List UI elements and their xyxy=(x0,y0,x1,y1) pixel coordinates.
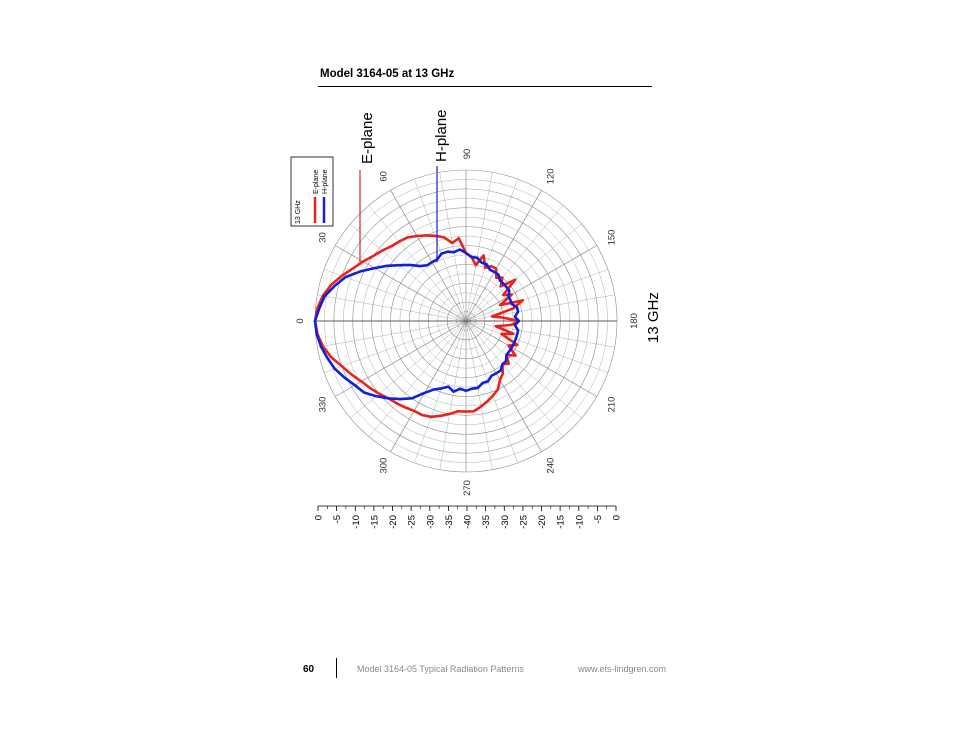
grid-spoke xyxy=(465,320,542,452)
grid-spoke xyxy=(414,179,467,322)
frequency-label: 13 GHz xyxy=(645,292,662,343)
angle-label: 270 xyxy=(462,480,473,496)
angle-label: 150 xyxy=(607,230,618,246)
legend-entry-h-plane: H-plane xyxy=(322,169,329,194)
scale-label: 0 xyxy=(314,515,325,520)
grid-spoke xyxy=(465,179,518,322)
callout-h-plane-label: H-plane xyxy=(433,109,450,162)
grid-spoke xyxy=(465,190,542,322)
grid-spoke xyxy=(368,205,467,322)
grid-spoke xyxy=(390,320,467,452)
grid-spoke xyxy=(390,190,467,322)
scale-label: -35 xyxy=(444,515,455,529)
grid-spoke xyxy=(317,294,467,322)
grid-spoke xyxy=(439,320,467,470)
angle-label: 330 xyxy=(317,397,328,413)
scale-label: -25 xyxy=(518,515,529,529)
polar-grid xyxy=(314,169,618,473)
legend-entry-e-plane: E-plane xyxy=(313,170,320,194)
angle-label: 120 xyxy=(546,168,557,184)
data-series xyxy=(313,234,525,419)
angle-label: 0 xyxy=(295,318,306,323)
grid-spoke xyxy=(465,320,518,463)
scale-label: -20 xyxy=(537,515,548,529)
grid-spoke xyxy=(439,172,467,322)
footer: 60 Model 3164-05 Typical Radiation Patte… xyxy=(0,658,954,682)
grid-spoke xyxy=(465,320,582,419)
grid-spoke xyxy=(335,320,467,397)
scale-label: -30 xyxy=(425,515,436,529)
grid-spoke xyxy=(350,223,467,322)
grid-spoke xyxy=(465,320,615,348)
title-rule xyxy=(318,86,652,87)
grid-spoke xyxy=(465,205,564,322)
grid-spoke xyxy=(350,320,467,419)
angle-label: 90 xyxy=(462,149,473,160)
scale-label: -20 xyxy=(388,515,399,529)
scale-label: -35 xyxy=(481,515,492,529)
grid-spoke xyxy=(465,320,608,373)
angle-label: 240 xyxy=(546,458,557,474)
grid-spoke xyxy=(465,223,582,322)
grid-spoke xyxy=(465,172,493,322)
scale-label: -15 xyxy=(369,515,380,529)
grid-spoke xyxy=(465,320,597,397)
scale-label: -40 xyxy=(463,515,474,529)
db-scale: 0 -5 -10 -15 -20 -25 -30 -35 -40 -35 -30 -25 -20 -15-… xyxy=(314,505,623,529)
footer-url: www.ets-lindgren.com xyxy=(578,664,667,674)
scale-label: -5 xyxy=(593,515,604,523)
grid-spoke xyxy=(324,269,467,322)
scale-label: -30 xyxy=(500,515,511,529)
grid-spoke xyxy=(335,245,467,322)
grid-spoke xyxy=(465,320,564,437)
footer-document-title: Model 3164-05 Typical Radiation Patterns xyxy=(357,664,524,674)
angle-label: 210 xyxy=(607,397,618,413)
series-e-plane-trace xyxy=(313,234,525,419)
grid-spoke xyxy=(465,269,608,322)
scale-label: -10 xyxy=(351,515,362,529)
legend: 13 GHz E-plane H-plane xyxy=(290,156,334,227)
grid-spoke xyxy=(324,320,467,373)
grid-spoke xyxy=(414,320,467,463)
angle-label: 180 xyxy=(629,313,640,329)
angle-label: 30 xyxy=(317,232,328,243)
grid-spoke xyxy=(465,320,493,470)
page-number: 60 xyxy=(303,664,315,675)
page-title: Model 3164-05 at 13 GHz xyxy=(320,68,455,80)
callout-e-plane-label: E-plane xyxy=(359,112,376,164)
callout-e-plane: E-plane xyxy=(359,112,376,262)
scale-label: -10 xyxy=(574,515,585,529)
grid-spoke xyxy=(465,245,597,322)
angle-label: 60 xyxy=(379,171,390,182)
angle-labels: 0 30 60 90 120 150 180 210 240 270 300 330 xyxy=(295,149,640,496)
scale-label: 0 xyxy=(612,515,623,520)
footer-divider xyxy=(336,658,337,678)
angle-label: 300 xyxy=(379,458,390,474)
grid-spoke xyxy=(317,320,467,348)
scale-label: -5 xyxy=(332,515,343,523)
scale-label: -25 xyxy=(407,515,418,529)
callout-h-plane: H-plane xyxy=(433,109,450,262)
scale-label: -15 xyxy=(556,515,567,529)
grid-spoke xyxy=(368,320,467,437)
legend-title: 13 GHz xyxy=(295,200,302,224)
series-h-plane-trace xyxy=(313,248,521,401)
